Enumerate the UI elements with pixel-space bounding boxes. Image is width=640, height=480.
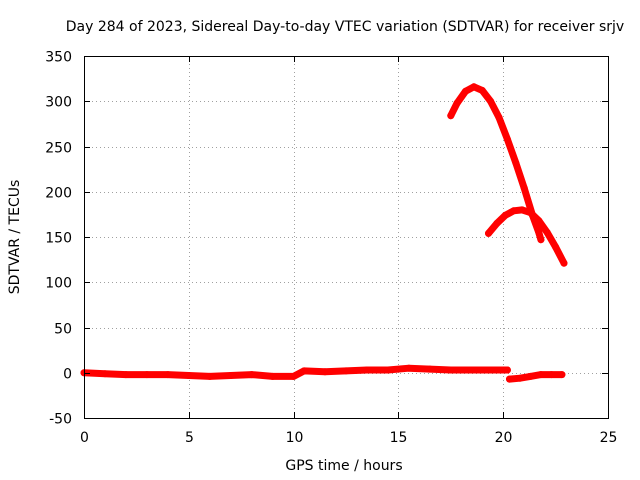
y-tick-label: 50: [54, 322, 72, 338]
y-tick-label: 300: [45, 95, 72, 111]
y-axis-label: SDTVAR / TECUs: [7, 180, 23, 295]
data-point: [122, 371, 130, 379]
x-tick-label: 15: [390, 430, 408, 446]
data-point: [526, 209, 534, 217]
data-point: [543, 229, 551, 236]
data-point: [447, 366, 455, 374]
data-point: [290, 372, 298, 380]
data-point: [489, 366, 497, 374]
chart-title: Day 284 of 2023, Sidereal Day-to-day VTE…: [66, 19, 624, 35]
data-point: [384, 366, 392, 374]
data-point: [552, 243, 560, 251]
y-tick-label: 100: [45, 276, 72, 292]
data-point: [560, 259, 568, 267]
data-point: [501, 211, 509, 219]
y-tick-label: 0: [63, 367, 72, 383]
data-point: [558, 371, 566, 379]
data-point: [478, 86, 486, 94]
data-point: [537, 371, 545, 379]
x-axis-label: GPS time / hours: [285, 458, 402, 474]
data-point: [506, 375, 513, 383]
plot-frame: [84, 56, 609, 419]
plot-area: [80, 83, 568, 383]
data-point: [426, 365, 434, 373]
data-point: [269, 372, 277, 380]
data-point: [227, 372, 235, 379]
data-point: [520, 184, 528, 192]
series-line-1: [80, 364, 511, 380]
x-tick-label: 10: [286, 430, 304, 446]
data-point: [101, 370, 109, 378]
data-point: [512, 159, 520, 167]
data-point: [342, 367, 350, 375]
data-point: [447, 112, 455, 120]
data-point: [493, 219, 501, 227]
data-point: [516, 374, 524, 382]
x-tick-label: 5: [185, 430, 194, 446]
data-point: [547, 371, 555, 379]
data-point: [453, 99, 461, 107]
data-point: [468, 366, 476, 374]
y-tick-label: 350: [45, 50, 72, 66]
data-point: [470, 83, 478, 91]
x-tick-label: 25: [600, 430, 618, 446]
grid: [84, 56, 608, 418]
data-point: [143, 371, 151, 379]
data-point: [503, 366, 511, 374]
axis-ticks: 0 5 10 15 20 25 -50 0 50 100 150 200 250 300 350: [45, 50, 617, 447]
x-tick-label: 20: [495, 430, 513, 446]
data-point: [535, 217, 543, 225]
data-point: [518, 206, 526, 214]
x-tick-label: 0: [80, 430, 89, 446]
data-point: [487, 97, 495, 105]
data-point: [503, 135, 511, 143]
y-tick-label: -50: [49, 412, 72, 428]
data-point: [206, 372, 214, 380]
data-point: [300, 367, 308, 375]
y-tick-label: 250: [45, 141, 72, 157]
data-point: [535, 229, 543, 236]
data-point: [185, 372, 193, 379]
y-tick-label: 200: [45, 186, 72, 202]
data-point: [164, 371, 172, 379]
data-point: [495, 114, 503, 121]
series-line-3: [447, 83, 545, 244]
data-point: [510, 207, 518, 215]
data-point: [537, 236, 545, 244]
series-line-4: [485, 206, 568, 267]
data-point: [363, 366, 371, 374]
data-point: [462, 87, 469, 95]
y-tick-label: 150: [45, 231, 72, 247]
data-point: [405, 364, 413, 372]
data-point: [526, 372, 534, 380]
data-point: [321, 368, 329, 376]
data-point: [485, 229, 492, 237]
data-point: [248, 371, 256, 379]
